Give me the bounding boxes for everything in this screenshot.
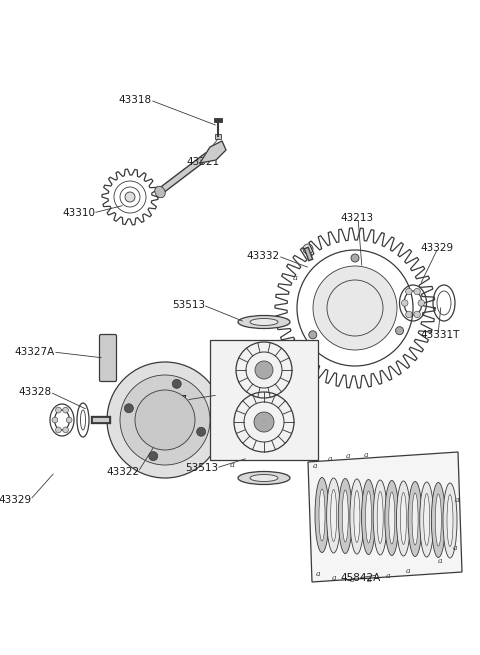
Text: a: a (328, 455, 332, 463)
Polygon shape (200, 141, 226, 163)
Ellipse shape (338, 479, 352, 553)
Ellipse shape (412, 493, 418, 545)
Circle shape (66, 417, 72, 423)
Text: a: a (229, 461, 235, 469)
Circle shape (401, 300, 408, 307)
Text: 43310: 43310 (62, 208, 95, 218)
Circle shape (172, 379, 181, 388)
Text: 53513: 53513 (172, 300, 205, 310)
Text: 43322: 43322 (107, 467, 140, 477)
Ellipse shape (350, 479, 364, 554)
Circle shape (396, 327, 404, 335)
Circle shape (303, 244, 313, 254)
Circle shape (197, 427, 205, 436)
Circle shape (313, 266, 397, 350)
Text: a: a (350, 576, 354, 584)
FancyBboxPatch shape (210, 340, 318, 460)
Ellipse shape (389, 492, 395, 544)
Ellipse shape (408, 481, 422, 557)
Text: a: a (346, 452, 350, 460)
Ellipse shape (155, 186, 165, 198)
Circle shape (309, 331, 317, 339)
Circle shape (406, 311, 412, 318)
Circle shape (63, 407, 69, 413)
Text: 43331T: 43331T (420, 330, 459, 340)
Text: 45837: 45837 (155, 395, 188, 405)
Text: a: a (386, 572, 390, 580)
Text: a: a (292, 274, 298, 282)
Circle shape (351, 254, 359, 262)
Ellipse shape (400, 493, 407, 544)
Ellipse shape (361, 479, 375, 555)
Circle shape (124, 403, 133, 413)
FancyBboxPatch shape (99, 335, 117, 381)
Circle shape (414, 311, 420, 318)
Circle shape (255, 361, 273, 379)
Polygon shape (308, 452, 462, 582)
Ellipse shape (319, 489, 325, 541)
Circle shape (418, 300, 424, 307)
Ellipse shape (342, 490, 348, 542)
FancyBboxPatch shape (215, 134, 221, 139)
Text: a: a (316, 570, 320, 578)
Ellipse shape (326, 478, 341, 553)
Text: 43327A: 43327A (15, 347, 55, 357)
Circle shape (406, 288, 412, 295)
Text: 45842A: 45842A (340, 573, 380, 583)
Circle shape (56, 427, 61, 433)
Text: a: a (453, 544, 457, 552)
Text: a: a (313, 462, 317, 470)
Ellipse shape (420, 482, 434, 557)
Ellipse shape (250, 318, 278, 326)
Circle shape (414, 288, 420, 295)
Text: a: a (406, 567, 410, 575)
Ellipse shape (250, 474, 278, 481)
Circle shape (125, 192, 135, 202)
Circle shape (52, 417, 58, 423)
Ellipse shape (331, 489, 336, 542)
Ellipse shape (443, 483, 457, 558)
Text: a: a (367, 576, 371, 584)
Ellipse shape (435, 494, 442, 546)
Text: 43321: 43321 (186, 157, 219, 167)
Ellipse shape (238, 316, 290, 329)
Ellipse shape (354, 491, 360, 542)
Text: 43318: 43318 (119, 95, 152, 105)
Ellipse shape (366, 491, 372, 543)
Text: 43329: 43329 (420, 243, 453, 253)
Ellipse shape (315, 477, 329, 553)
Text: 43328: 43328 (19, 387, 52, 397)
Text: 53513: 53513 (185, 463, 218, 473)
Circle shape (149, 452, 158, 460)
Text: a: a (332, 574, 336, 582)
Ellipse shape (424, 493, 430, 546)
Circle shape (254, 412, 274, 432)
Ellipse shape (432, 483, 445, 557)
Text: 43332: 43332 (247, 251, 280, 261)
Ellipse shape (238, 472, 290, 485)
Circle shape (135, 390, 195, 450)
Circle shape (120, 375, 210, 465)
Ellipse shape (377, 491, 383, 544)
Circle shape (107, 362, 223, 478)
Ellipse shape (385, 481, 399, 555)
Circle shape (56, 407, 61, 413)
Ellipse shape (373, 480, 387, 555)
Ellipse shape (396, 481, 410, 556)
Text: a: a (438, 557, 442, 565)
Text: 43213: 43213 (340, 213, 373, 223)
Text: 43329: 43329 (0, 495, 32, 505)
Text: a: a (364, 451, 368, 459)
Text: a: a (455, 496, 459, 504)
Circle shape (63, 427, 69, 433)
Ellipse shape (447, 495, 453, 546)
